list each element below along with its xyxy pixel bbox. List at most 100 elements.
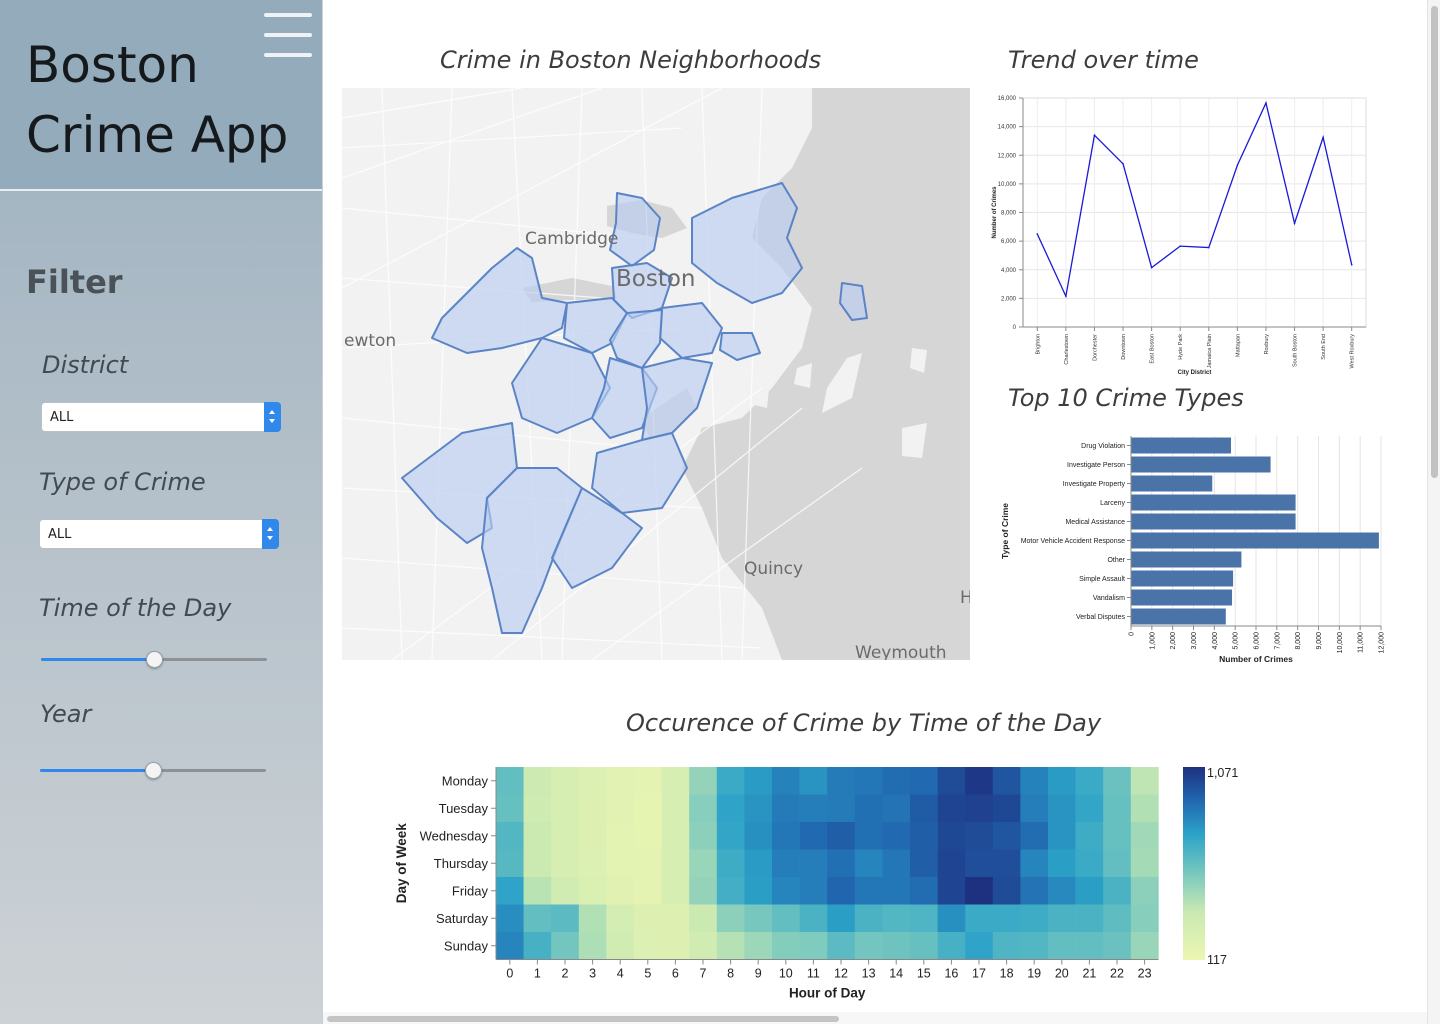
slider-thumb[interactable] [146,651,163,668]
district-east-boston-shore [839,282,868,321]
district-hyde-park [551,487,643,589]
heatmap-cell [827,849,856,878]
heatmap-cell [1020,822,1049,850]
heatmap-cell [744,932,773,960]
bar-category-label: Drug Violation [1081,443,1125,450]
heatmap-cell [910,932,938,960]
district-mattapan [591,432,688,514]
heatmap-hour-label: 1 [534,967,541,981]
heatmap-hour-label: 21 [1082,967,1096,981]
heatmap-cell [744,794,773,823]
heatmap-cell [634,849,662,878]
neighborhood-districts[interactable] [401,182,868,634]
bar-category-label: Medical Assistance [1065,519,1125,526]
heatmap-cell [551,877,580,905]
trend-xtick-label: Dorchester [1092,334,1098,361]
heatmap-hour-label: 12 [834,967,848,981]
bar-drug-violation [1131,437,1231,454]
heatmap-cell [1130,932,1159,960]
trend-chart: 0 2,000 4,000 6,000 8,000 10,000 12,000 14,000 1… [992,96,1367,376]
heatmap-cell [1020,849,1049,878]
year-label: Year [40,700,92,728]
bar-xtick-label: 12,000 [1379,632,1386,654]
crime-type-select-value: ALL [48,527,72,542]
heatmap-hour-label: 22 [1110,967,1124,981]
heatmap-cell [854,794,883,823]
heatmap-cell [578,904,607,933]
year-slider[interactable] [40,762,266,780]
bar-category-label: Simple Assault [1079,576,1125,583]
trend-ytick-label: 0 [1013,325,1017,331]
heatmap-cell [882,767,911,795]
map-label-h: H [960,588,970,608]
heatmap-cell [1103,767,1132,795]
vertical-scrollbar[interactable] [1427,0,1440,1024]
heatmap-cell [578,822,607,850]
heatmap-cell [1048,794,1076,823]
heatmap-cell [661,822,690,850]
heatmap-hour-label: 8 [727,967,734,981]
heatmap-cell [578,767,607,795]
map-canvas[interactable]: Cambridge Boston ewton Quincy Weymouth H [342,88,970,660]
heatmap-hour-label: 15 [917,967,931,981]
heatmap-cell [1048,877,1076,905]
heatmap-cell [744,822,773,850]
heatmap-hour-label: 13 [862,967,876,981]
heatmap-cell [854,822,883,850]
heatmap-cell [992,932,1021,960]
hamburger-menu-icon[interactable] [262,10,314,58]
heatmap-day-label: Sunday [444,938,489,953]
heatmap-cell [799,932,828,960]
select-arrows-icon[interactable] [264,402,281,432]
trend-xtick-label: South End [1321,334,1327,360]
heatmap-cell [1075,849,1104,878]
heatmap-cell [716,849,745,878]
boston-map[interactable]: Cambridge Boston ewton Quincy Weymouth H [342,88,970,660]
app-title-line-1: Boston [26,36,199,94]
bar-motor-vehicle-accident-response [1131,532,1379,549]
heatmap-cell [772,849,800,878]
heatmap-cell [634,904,662,933]
heatmap-cell [661,877,690,905]
trend-xtick-label: West Roxbury [1350,334,1356,369]
heatmap-cell [661,849,690,878]
heatmap-hour-label: 20 [1055,967,1069,981]
district-roslindale [481,467,583,634]
heatmap-cell [744,767,773,795]
horizontal-scrollbar[interactable] [323,1012,1427,1024]
heatmap-cell [1103,932,1132,960]
heatmap-cell [606,932,635,960]
heatmap-cell [606,877,635,905]
heatmap-cell [1020,794,1049,823]
heatmap-cell [910,904,938,933]
heatmap-cell [1020,877,1049,905]
heatmap-chart: Monday Tuesday Wednesday Thursday Friday Satu… [394,766,1238,1001]
crime-type-select[interactable]: ALL [39,519,279,549]
trend-ytick-label: 12,000 [998,153,1017,159]
heatmap-cell [772,794,800,823]
slider-thumb[interactable] [145,762,162,779]
heatmap-cell [1075,904,1104,933]
map-label-quincy: Quincy [744,559,803,579]
heatmap-day-label: Thursday [434,856,489,871]
heatmap-cell [882,877,911,905]
heatmap-cell [827,904,856,933]
trend-ytick-label: 14,000 [998,125,1017,131]
heatmap-cell [551,794,580,823]
heatmap-cell [965,932,994,960]
heatmap-cell [772,822,800,850]
heatmap-hour-label: 2 [562,967,569,981]
bar-xtick-label: 5,000 [1233,632,1240,650]
trend-ytick-label: 6,000 [1001,239,1017,245]
scrollbar-thumb[interactable] [327,1016,839,1022]
map-label-boston: Boston [616,266,696,292]
heatmap-cell [910,877,938,905]
scrollbar-thumb[interactable] [1431,6,1438,478]
heatmap-cell [496,767,524,795]
heatmap-cell [551,849,580,878]
select-arrows-icon[interactable] [262,519,279,549]
trend-xtick-label: Roxbury [1264,334,1270,355]
time-of-day-slider[interactable] [41,651,267,669]
heatmap-cell [689,877,718,905]
district-select[interactable]: ALL [41,402,281,432]
